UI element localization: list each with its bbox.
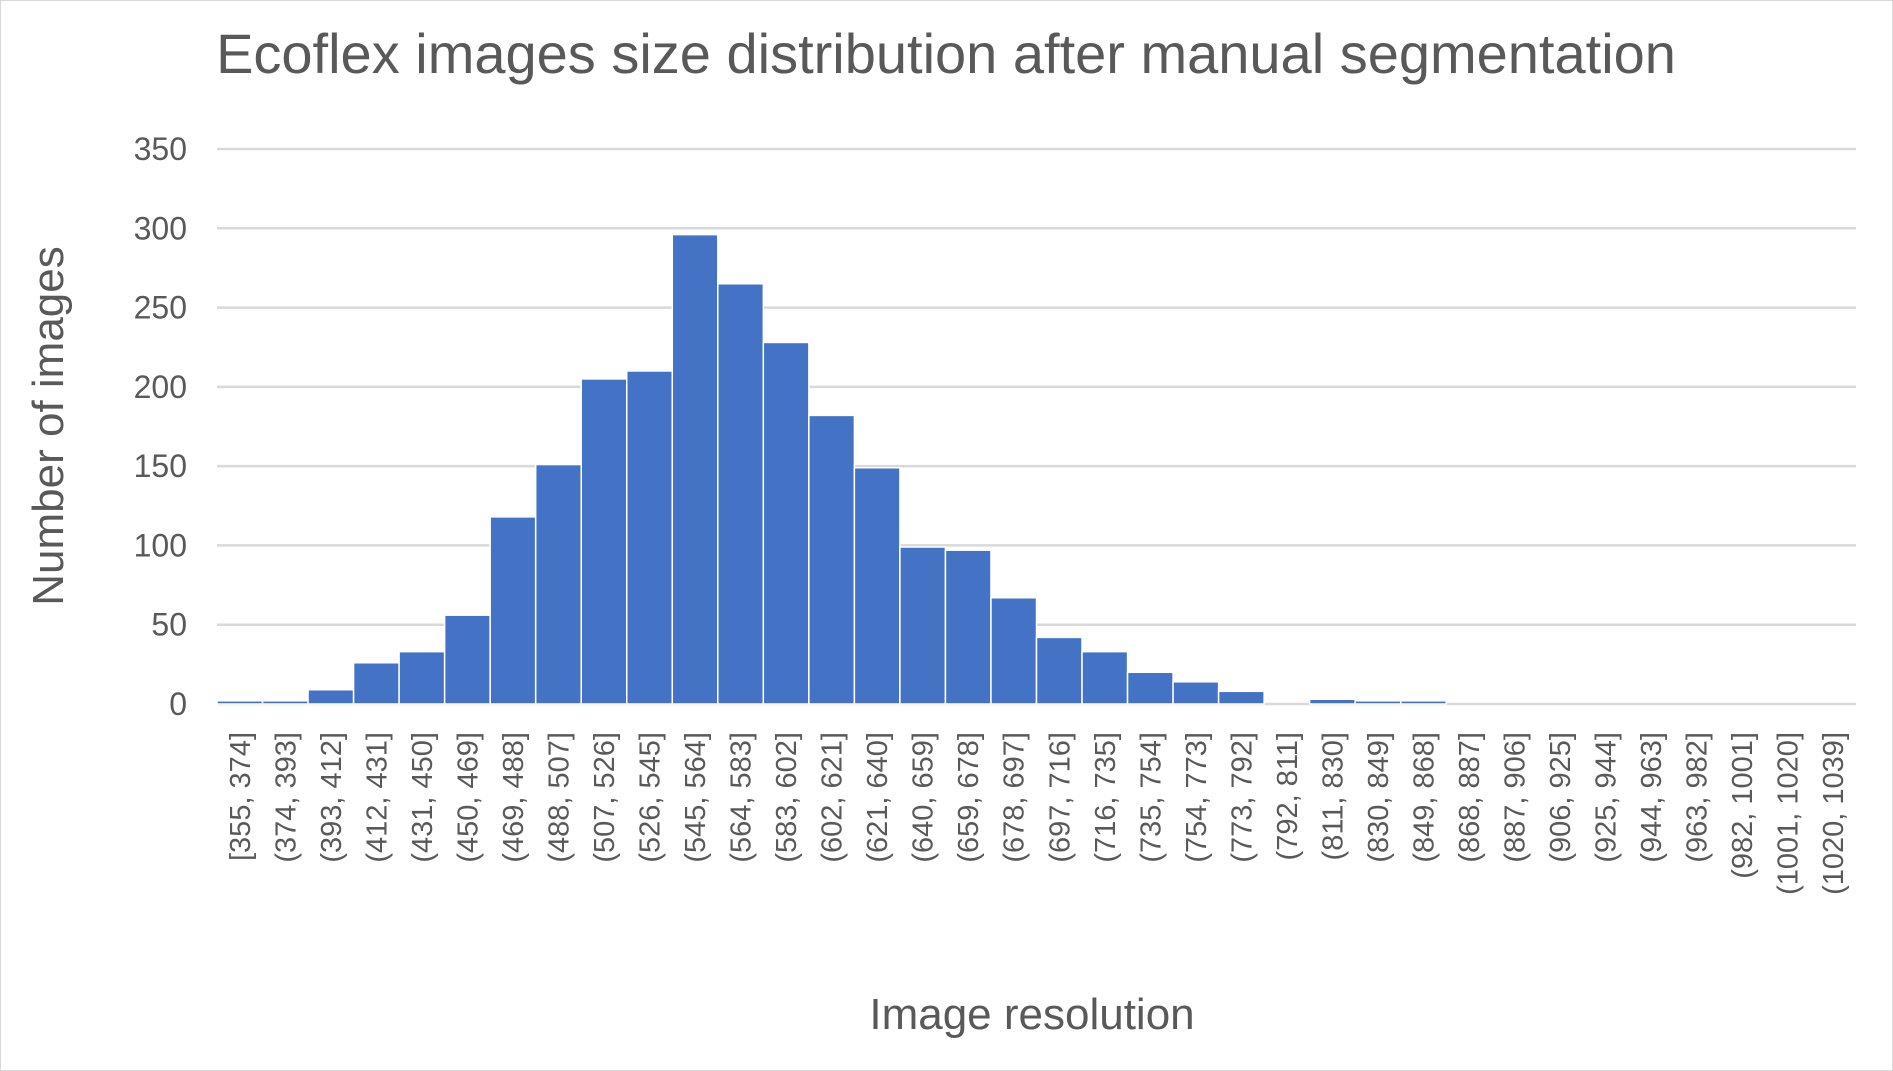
- x-tick-label: (849, 868]: [1408, 732, 1440, 863]
- histogram-bar: [489, 516, 537, 705]
- histogram-bar: [352, 662, 400, 705]
- x-tick-label: (564, 583]: [726, 732, 758, 863]
- y-axis-ticks: 0 50 100 150 200 250 300 350: [134, 131, 187, 722]
- y-tick-label: 0: [169, 686, 187, 722]
- x-tick-label: (716, 735]: [1090, 732, 1122, 863]
- histogram-bar: [944, 549, 992, 705]
- histogram-bar: [1035, 636, 1083, 705]
- x-tick-label: (621, 640]: [862, 732, 894, 863]
- x-tick-label: (412, 431]: [361, 732, 393, 863]
- y-tick-label: 150: [134, 448, 187, 484]
- bars: [216, 233, 1447, 705]
- x-tick-label: (431, 450]: [407, 732, 439, 863]
- histogram-bar: [1172, 681, 1220, 705]
- x-tick-label: (773, 792]: [1226, 732, 1258, 863]
- histogram-bar: [990, 597, 1038, 705]
- x-tick-label: (450, 469]: [452, 732, 484, 863]
- histogram-bar: [1126, 671, 1174, 705]
- x-tick-label: (678, 697]: [999, 732, 1031, 863]
- y-axis-title: Number of images: [24, 246, 73, 605]
- x-tick-label: (792, 811]: [1272, 732, 1304, 860]
- histogram-bar: [1081, 650, 1129, 705]
- x-tick-label: (640, 659]: [908, 732, 940, 863]
- x-tick-label: (545, 564]: [680, 732, 712, 863]
- histogram-bar: [307, 688, 355, 705]
- histogram-bar: [1354, 700, 1402, 705]
- x-tick-label: (963, 982]: [1682, 732, 1714, 863]
- histogram-bar: [762, 341, 810, 705]
- histogram-bar: [671, 233, 719, 705]
- x-tick-label: (811, 830]: [1317, 732, 1349, 860]
- x-tick-label: (906, 925]: [1545, 732, 1577, 863]
- x-tick-label: (374, 393]: [270, 732, 302, 863]
- x-tick-label: (735, 754]: [1135, 732, 1167, 863]
- x-tick-label: [355, 374]: [225, 732, 257, 861]
- x-axis-ticks: [355, 374] (374, 393] (393, 412] (412, 431]…: [225, 732, 1850, 895]
- x-tick-label: (944, 963]: [1636, 732, 1668, 863]
- x-tick-label: (754, 773]: [1181, 732, 1213, 863]
- x-tick-label: (602, 621]: [817, 732, 849, 863]
- x-tick-label: (830, 849]: [1363, 732, 1395, 863]
- histogram-bar: [534, 463, 582, 705]
- histogram-bar: [626, 370, 674, 705]
- histogram-bar: [1308, 698, 1356, 705]
- x-tick-label: (925, 944]: [1591, 732, 1623, 863]
- x-axis-title: Image resolution: [869, 990, 1194, 1039]
- y-tick-label: 100: [134, 527, 187, 563]
- x-tick-label: (982, 1001]: [1727, 732, 1759, 879]
- histogram-bar: [1217, 690, 1265, 705]
- histogram-bar: [1399, 700, 1447, 705]
- y-tick-label: 50: [151, 607, 187, 643]
- x-tick-label: (526, 545]: [635, 732, 667, 863]
- x-tick-label: (583, 602]: [771, 732, 803, 863]
- y-tick-label: 200: [134, 369, 187, 405]
- x-tick-label: (393, 412]: [316, 732, 348, 863]
- x-tick-label: (507, 526]: [589, 732, 621, 863]
- x-tick-label: (488, 507]: [543, 732, 575, 863]
- x-tick-label: (887, 906]: [1500, 732, 1532, 863]
- y-tick-label: 350: [134, 131, 187, 167]
- histogram-bar: [899, 546, 947, 705]
- x-tick-label: (1001, 1020]: [1773, 732, 1805, 895]
- x-tick-label: (697, 716]: [1044, 732, 1076, 863]
- histogram-bar: [853, 466, 901, 705]
- chart-title: Ecoflex images size distribution after m…: [216, 22, 1676, 85]
- histogram-bar: [443, 614, 491, 705]
- histogram-bar: [717, 283, 765, 705]
- histogram-bar: [261, 700, 309, 705]
- y-tick-label: 250: [134, 290, 187, 326]
- y-tick-label: 300: [134, 210, 187, 246]
- x-tick-label: (1020, 1039]: [1818, 732, 1850, 895]
- histogram-bar: [580, 378, 628, 705]
- histogram-bar: [808, 414, 856, 705]
- x-tick-label: (868, 887]: [1454, 732, 1486, 863]
- histogram-bar: [398, 650, 446, 705]
- x-tick-label: (659, 678]: [953, 732, 985, 863]
- x-tick-label: (469, 488]: [498, 732, 530, 863]
- histogram-bar: [216, 700, 264, 705]
